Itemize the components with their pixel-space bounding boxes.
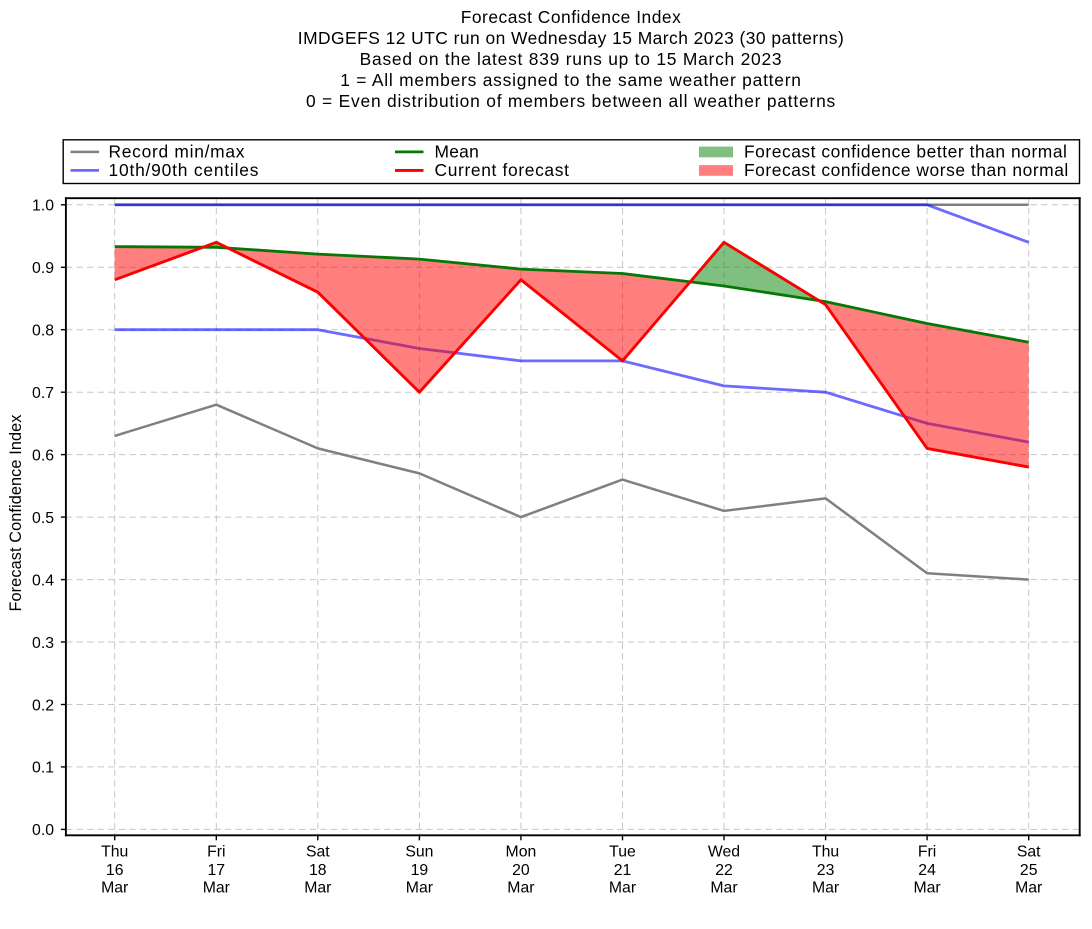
svg-text:Mar: Mar <box>710 879 737 896</box>
svg-text:Sat: Sat <box>1017 844 1041 861</box>
svg-text:Forecast Confidence Index: Forecast Confidence Index <box>7 414 25 611</box>
svg-text:Sat: Sat <box>306 844 330 861</box>
svg-text:Tue: Tue <box>609 844 636 861</box>
svg-text:1.0: 1.0 <box>32 198 54 215</box>
svg-text:0.7: 0.7 <box>32 385 54 402</box>
svg-text:Wed: Wed <box>708 844 740 861</box>
svg-text:24: 24 <box>918 862 936 879</box>
svg-text:0.8: 0.8 <box>32 323 54 340</box>
svg-text:Mar: Mar <box>507 879 534 896</box>
svg-text:10th/90th centiles: 10th/90th centiles <box>109 160 260 180</box>
svg-text:18: 18 <box>309 862 327 879</box>
svg-text:0.4: 0.4 <box>32 572 54 589</box>
svg-text:Mar: Mar <box>101 879 128 896</box>
svg-text:Mar: Mar <box>203 879 230 896</box>
svg-text:Record min/max: Record min/max <box>109 141 246 161</box>
svg-text:0.1: 0.1 <box>32 760 54 777</box>
svg-text:Mar: Mar <box>304 879 331 896</box>
svg-text:Forecast confidence better tha: Forecast confidence better than normal <box>744 141 1067 161</box>
svg-text:Thu: Thu <box>101 844 128 861</box>
svg-text:0 = Even distribution of membe: 0 = Even distribution of members between… <box>306 91 836 111</box>
svg-text:Sun: Sun <box>405 844 433 861</box>
svg-text:Thu: Thu <box>812 844 839 861</box>
svg-text:Current forecast: Current forecast <box>435 160 570 180</box>
svg-text:0.6: 0.6 <box>32 447 54 464</box>
svg-text:25: 25 <box>1020 862 1038 879</box>
svg-text:IMDGEFS 12 UTC run on Wednesda: IMDGEFS 12 UTC run on Wednesday 15 March… <box>298 28 844 48</box>
svg-text:20: 20 <box>512 862 530 879</box>
svg-text:0.2: 0.2 <box>32 697 54 714</box>
svg-text:1 = All members assigned to th: 1 = All members assigned to the same wea… <box>340 70 802 90</box>
svg-text:17: 17 <box>208 862 226 879</box>
svg-text:Mar: Mar <box>812 879 839 896</box>
svg-text:22: 22 <box>715 862 733 879</box>
svg-text:Mean: Mean <box>435 141 480 161</box>
svg-text:0.5: 0.5 <box>32 510 54 527</box>
svg-text:Mar: Mar <box>406 879 433 896</box>
svg-text:Fri: Fri <box>918 844 936 861</box>
svg-text:0.9: 0.9 <box>32 260 54 277</box>
svg-text:0.0: 0.0 <box>32 822 54 839</box>
svg-text:Based on the latest 839 runs u: Based on the latest 839 runs up to 15 Ma… <box>360 49 783 69</box>
svg-text:19: 19 <box>411 862 429 879</box>
svg-text:Forecast confidence worse than: Forecast confidence worse than normal <box>744 160 1069 180</box>
svg-text:Mar: Mar <box>1015 879 1042 896</box>
svg-text:21: 21 <box>614 862 632 879</box>
svg-text:Mar: Mar <box>609 879 636 896</box>
svg-text:23: 23 <box>817 862 835 879</box>
svg-text:Mon: Mon <box>506 844 537 861</box>
svg-text:Mar: Mar <box>913 879 940 896</box>
svg-text:0.3: 0.3 <box>32 635 54 652</box>
svg-text:Forecast Confidence Index: Forecast Confidence Index <box>461 7 682 27</box>
svg-text:16: 16 <box>106 862 124 879</box>
svg-text:Fri: Fri <box>207 844 225 861</box>
